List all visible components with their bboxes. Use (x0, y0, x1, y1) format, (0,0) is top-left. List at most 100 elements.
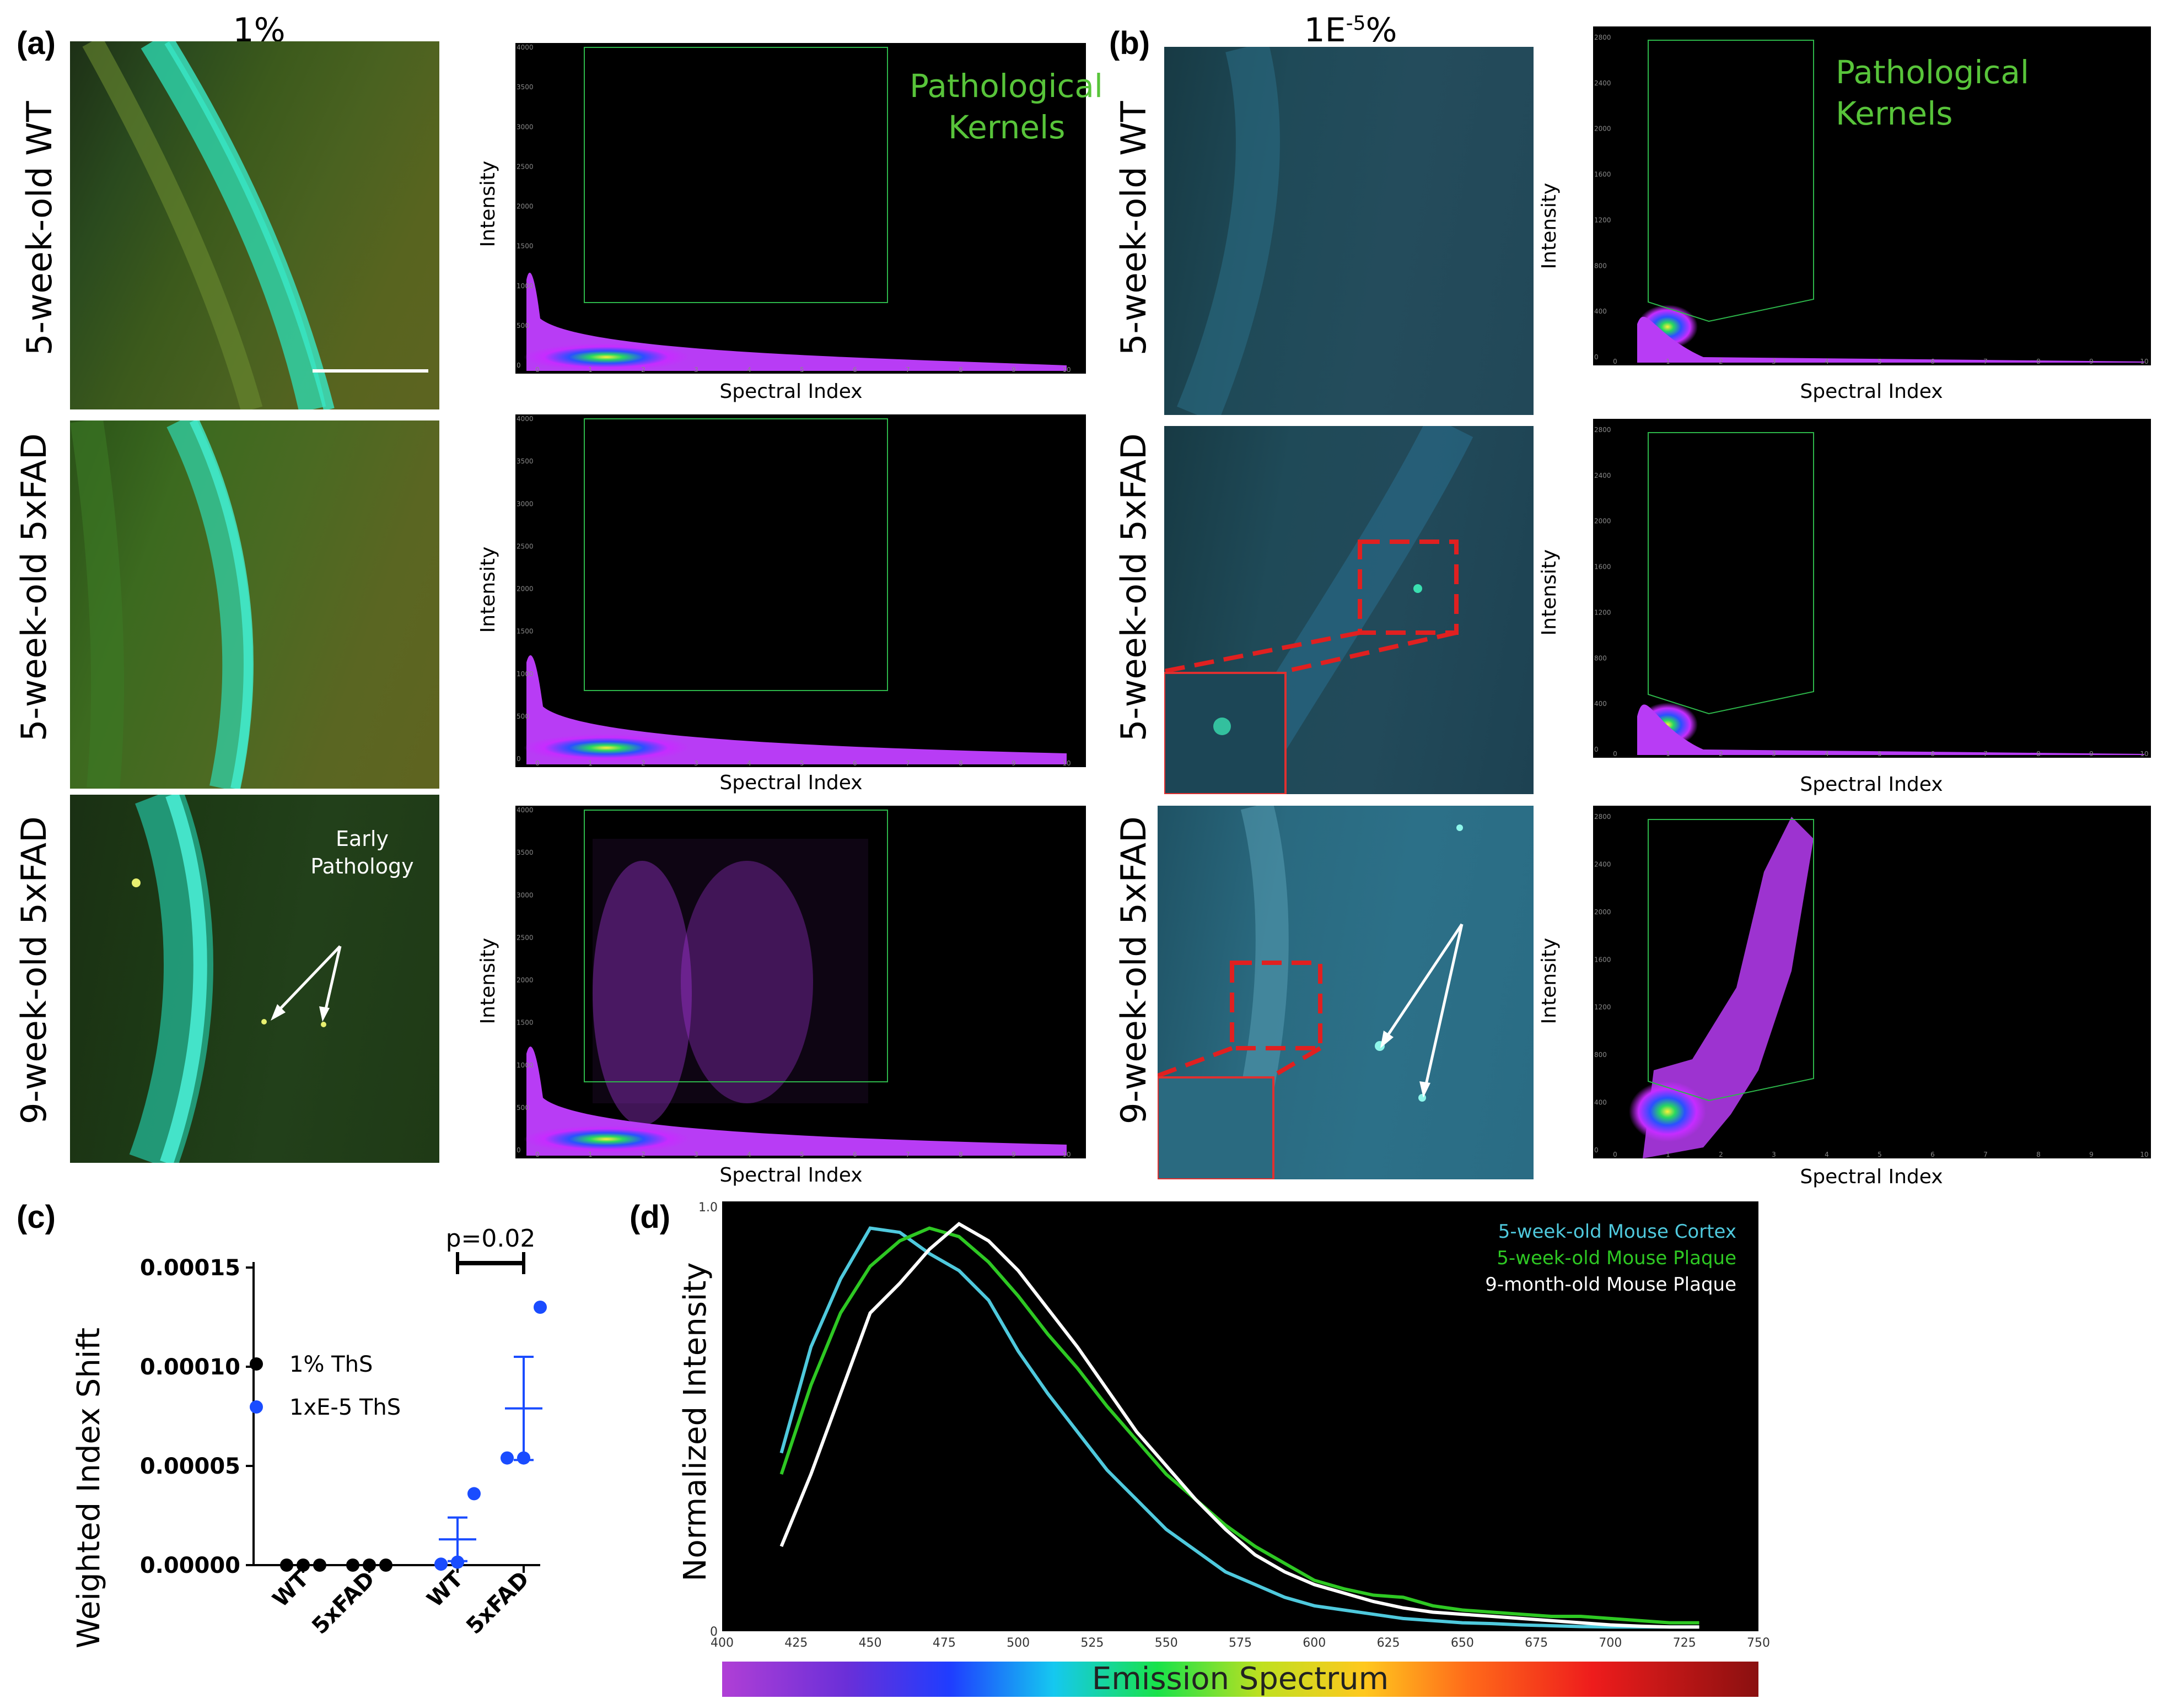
emission-spectrum-bar (722, 1662, 1758, 1697)
pb1-xtick: 9 (2089, 358, 2094, 365)
pb3-xtick: 5 (1878, 1151, 1882, 1158)
micrograph-a-5xfad-5wk (70, 420, 439, 789)
d-xtick-label: 450 (859, 1636, 882, 1650)
pb3-ytick: 400 (1594, 1099, 1607, 1107)
pa3-xtick: 9 (1012, 1151, 1016, 1158)
ylabel-a-1: Intensity (477, 160, 499, 247)
pa2-ytick: 3500 (517, 457, 534, 465)
pb3-xtick: 3 (1772, 1151, 1776, 1158)
d-series-line (779, 1222, 1699, 1629)
xlabel-a-1: Spectral Index (719, 380, 863, 403)
d-ytick-label: 1.0 (698, 1201, 718, 1215)
xlabel-b-2: Spectral Index (1800, 773, 1943, 796)
pb3-xtick: 1 (1666, 1151, 1670, 1158)
panel-d-chart: Normalized Intensity Emission Spectrum 4… (678, 1201, 1770, 1697)
d-xtick-label: 725 (1673, 1636, 1696, 1650)
pb3-ytick: 2000 (1594, 908, 1611, 916)
d-xtick-label: 500 (1007, 1636, 1030, 1650)
pb3-xtick: 4 (1825, 1151, 1829, 1158)
pb1-xtick: 3 (1772, 358, 1776, 365)
pb1-xtick: 0 (1613, 358, 1617, 365)
phasor-plot-a-2: 0 1 2 3 4 5 6 7 8 9 10 0 500 1000 1500 2000 2500 3000 3500… (515, 414, 1086, 767)
pb3-xtick: 7 (1983, 1151, 1988, 1158)
pb3-xtick: 8 (2036, 1151, 2041, 1158)
pa2-ytick: 3000 (517, 500, 534, 508)
pb2-ytick: 800 (1594, 654, 1607, 662)
phasor-plot-a-1: 0 1 2 3 4 5 6 7 8 9 10 0 500 1000 1500 2000 2500 3000 3500… (515, 43, 1086, 374)
panel-b-row-label-1: 5-week-old WT (1113, 101, 1154, 355)
d-xtick-label: 525 (1080, 1636, 1104, 1650)
pa1-ytick: 3500 (517, 83, 534, 91)
pb2-xtick: 9 (2089, 750, 2094, 758)
pa1-xtick: 8 (959, 366, 963, 374)
d-xtick-label: 475 (933, 1636, 956, 1650)
pa2-xtick: 6 (853, 759, 857, 767)
pa3-xtick: 8 (959, 1151, 963, 1158)
pa3-xtick: 7 (906, 1151, 910, 1158)
pa3-xtick: 3 (694, 1151, 698, 1158)
xlabel-a-2: Spectral Index (719, 772, 863, 794)
c-data-point (467, 1487, 481, 1501)
c-ytick-label: 0.00015 (140, 1255, 240, 1281)
pa3-ytick: 3000 (517, 891, 534, 899)
pb1-ytick: 1200 (1594, 216, 1611, 224)
pb2-ytick: 2000 (1594, 517, 1611, 525)
pb2-ytick: 2400 (1594, 472, 1611, 479)
ylabel-b-1: Intensity (1538, 182, 1561, 269)
pa1-ytick: 4000 (517, 44, 534, 51)
panel-b-label: (b) (1109, 25, 1150, 61)
d-series-line (779, 1226, 1699, 1625)
gate-label-a-line1: Pathological (910, 67, 1103, 105)
pb3-xtick: 2 (1719, 1151, 1723, 1158)
pa2-ytick: 1000 (517, 670, 534, 678)
pb2-xtick: 10 (2140, 750, 2148, 758)
pa3-xtick: 10 (1062, 1151, 1071, 1158)
c-ytick-label: 0.00010 (140, 1355, 240, 1380)
c-legend-marker (250, 1400, 263, 1414)
c-data-point (434, 1557, 448, 1571)
pa1-ytick: 2500 (517, 163, 534, 170)
pa3-ytick: 4000 (517, 806, 534, 814)
panel-a-row-label-3: 9-week-old 5xFAD (14, 816, 54, 1124)
pa3-ytick: 0 (517, 1146, 521, 1154)
pb3-ytick: 1600 (1594, 956, 1611, 963)
d-xtick-label: 575 (1229, 1636, 1252, 1650)
panel-d-label: (d) (630, 1199, 671, 1235)
c-legend-label: 1% ThS (289, 1352, 373, 1377)
pb1-ytick: 400 (1594, 308, 1607, 315)
pb3-ytick: 2800 (1594, 813, 1611, 821)
pa1-ytick: 500 (517, 322, 529, 330)
pa2-xtick: 0 (535, 759, 540, 767)
pb2-xtick: 8 (2036, 750, 2041, 758)
pa3-ytick: 1000 (517, 1061, 534, 1069)
pb3-ytick: 1200 (1594, 1004, 1611, 1011)
pb2-ytick: 400 (1594, 700, 1607, 708)
micrograph-a-wt (70, 41, 439, 409)
d-xtick-label: 625 (1377, 1636, 1400, 1650)
c-data-point (501, 1451, 514, 1465)
pa1-xtick: 10 (1062, 366, 1071, 374)
xlabel-b-3: Spectral Index (1800, 1166, 1943, 1188)
pa2-ytick: 0 (517, 755, 521, 763)
pa2-xtick: 7 (906, 759, 910, 767)
pb1-xtick: 6 (1930, 358, 1935, 365)
xlabel-a-3: Spectral Index (719, 1164, 863, 1187)
pb1-xtick: 2 (1719, 358, 1723, 365)
pb2-ytick: 1200 (1594, 608, 1611, 616)
xlabel-b-1: Spectral Index (1800, 380, 1943, 403)
c-xtick-label: 5xFAD (307, 1567, 380, 1640)
pb2-xtick: 7 (1983, 750, 1988, 758)
gate-label-a-line2: Kernels (948, 109, 1066, 146)
pa3-ytick: 500 (517, 1104, 529, 1112)
pa3-xtick: 0 (535, 1151, 540, 1158)
pb2-xtick: 6 (1930, 750, 1935, 758)
panel-c-ylabel: Weighted Index Shift (71, 1328, 107, 1648)
panel-a-row-label-2: 5-week-old 5xFAD (14, 433, 54, 741)
gate-label-b-line2: Kernels (1836, 95, 1953, 132)
pa1-ytick: 0 (517, 362, 521, 369)
pa1-ytick: 3000 (517, 123, 534, 131)
pa2-ytick: 1500 (517, 628, 534, 635)
micrograph-b-5xfad-9wk (1158, 806, 1534, 1179)
pa2-xtick: 5 (800, 759, 804, 767)
pb1-ytick: 1600 (1594, 171, 1611, 179)
